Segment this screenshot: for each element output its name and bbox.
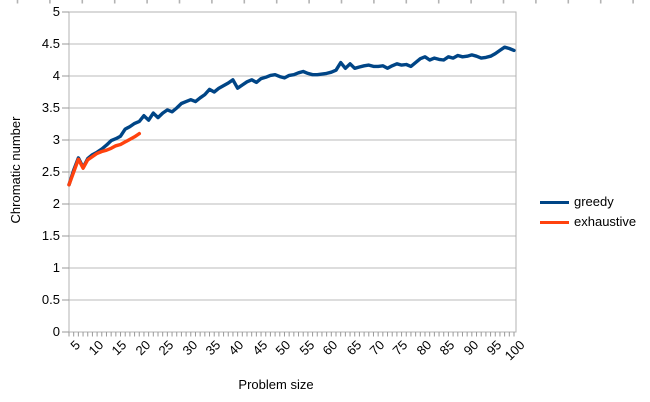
y-tick-label: 2 (52, 196, 60, 211)
y-tick-label: 0 (52, 324, 60, 339)
exhaustive-line-swatch (540, 220, 569, 224)
y-tick-label: 0.5 (41, 292, 60, 307)
legend-label-exhaustive: exhaustive (574, 214, 637, 229)
legend-label-greedy: greedy (574, 194, 614, 209)
x-axis-title: Problem size (238, 377, 314, 392)
legend: greedy exhaustive (540, 192, 636, 232)
greedy-line-swatch (540, 200, 569, 204)
y-tick-label: 1.5 (41, 228, 60, 243)
y-tick-label: 3.5 (41, 100, 60, 115)
y-axis-title: Chromatic number (8, 116, 23, 224)
legend-item-greedy[interactable]: greedy (540, 192, 636, 212)
y-tick-label: 4.5 (41, 36, 60, 51)
y-tick-label: 4 (52, 68, 60, 83)
y-tick-label: 3 (52, 132, 60, 147)
series-line-greedy[interactable] (67, 45, 516, 187)
y-tick-label: 5 (52, 4, 60, 19)
y-tick-label: 2.5 (41, 164, 60, 179)
legend-item-exhaustive[interactable]: exhaustive (540, 212, 636, 232)
y-tick-label: 1 (52, 260, 60, 275)
series-line-exhaustive[interactable] (67, 131, 142, 187)
